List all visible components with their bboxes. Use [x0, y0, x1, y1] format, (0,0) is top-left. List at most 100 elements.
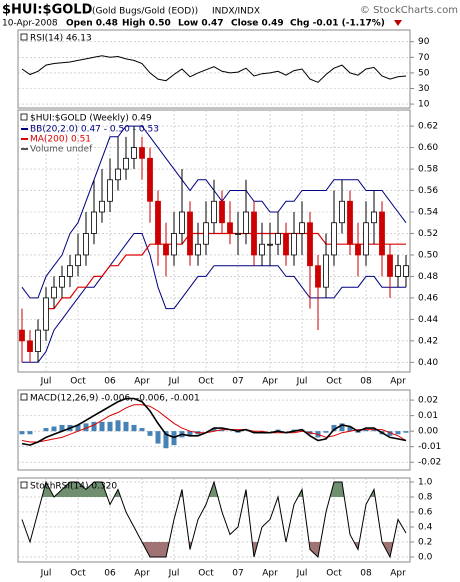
x-tick-label: Jul: [296, 569, 308, 579]
exchange: INDX/INDX: [212, 7, 260, 17]
y-tick-label: 0.44: [418, 315, 438, 325]
candle-body: [227, 222, 233, 234]
y-tick-label: 0.00: [418, 427, 438, 437]
histogram-bar: [91, 421, 97, 432]
legend-label: Volume undef: [30, 145, 93, 155]
credit: © StockCharts.com: [360, 5, 458, 16]
histogram-bar: [395, 431, 401, 435]
y-tick-label: 0.0: [418, 552, 433, 562]
histogram-bar: [187, 431, 193, 436]
histogram-bar: [163, 431, 169, 449]
close: Close 0.49: [231, 19, 284, 29]
candle-body: [331, 222, 337, 256]
macd-line: [21, 397, 407, 446]
y-tick-label: 0.4: [418, 522, 433, 532]
y-tick-label: 30: [418, 84, 430, 94]
security-name: (Gold Bugs/Gold (EOD)): [92, 7, 198, 17]
candle-body: [243, 211, 249, 234]
histogram-bar: [19, 431, 25, 435]
candle-body: [235, 233, 241, 235]
histogram-bar: [155, 431, 161, 444]
legend-swatch: [20, 393, 28, 401]
y-tick-label: 0.58: [418, 165, 438, 175]
panel-title: RSI(14) 46.13: [30, 34, 92, 44]
x-tick-label: 07: [232, 569, 243, 579]
x-tick-label: Jul: [296, 377, 308, 387]
y-tick-label: 0.8: [418, 492, 433, 502]
histogram-bar: [75, 424, 81, 432]
histogram-bar: [219, 429, 225, 432]
histogram-bar: [43, 428, 49, 432]
x-tick-label: 08: [360, 569, 372, 579]
panel-frame: [17, 109, 411, 373]
x-tick-label: Jul: [168, 377, 180, 387]
histogram-bar: [131, 424, 137, 432]
candle-body: [67, 265, 73, 277]
candle-body: [187, 211, 193, 256]
y-tick-label: 0.02: [418, 396, 438, 406]
candle-body: [387, 254, 393, 277]
y-tick-label: 0.50: [418, 250, 438, 260]
candle-body: [107, 179, 113, 202]
candle-body: [395, 265, 401, 277]
y-tick-label: 50: [418, 68, 430, 78]
x-tick-label: Oct: [326, 569, 342, 579]
extreme-fill: [22, 482, 406, 497]
x-tick-label: 06: [104, 377, 116, 387]
y-tick-label: 0.46: [418, 293, 438, 303]
legend-swatch: [20, 33, 28, 41]
histogram-bar: [147, 431, 153, 436]
candle-body: [211, 200, 217, 224]
y-tick-label: 0.60: [418, 143, 438, 153]
date: 10-Apr-2008: [2, 19, 58, 29]
low: Low 0.47: [178, 19, 224, 29]
plot-area: [19, 125, 409, 363]
histogram-bar: [123, 421, 129, 432]
candle-body: [371, 211, 377, 224]
open: Open 0.48: [66, 19, 118, 29]
candle-body: [123, 157, 129, 170]
candle-body: [203, 222, 209, 245]
high: High 0.50: [122, 19, 171, 29]
y-tick-label: 0.42: [418, 336, 438, 346]
indicator-line: [21, 55, 407, 83]
histogram-bar: [387, 431, 393, 436]
x-tick-label: Oct: [198, 377, 214, 387]
candle-body: [59, 276, 65, 288]
y-tick-label: -0.01: [418, 442, 441, 452]
candle-body: [283, 233, 289, 256]
candle-body: [171, 233, 177, 256]
candle-body: [51, 286, 57, 299]
panel-frame: [17, 29, 411, 109]
candle-body: [291, 233, 297, 256]
y-tick-label: 0.62: [418, 122, 438, 132]
candle-body: [307, 222, 313, 267]
candle-body: [91, 211, 97, 234]
candle-body: [315, 265, 321, 288]
y-tick-label: 0.54: [418, 208, 438, 218]
candle-body: [251, 211, 257, 256]
x-tick-label: Jul: [168, 569, 180, 579]
candle-body: [139, 147, 145, 159]
panel-frame: [17, 389, 411, 471]
change: Chg -0.01 (-1.17%): [290, 19, 385, 29]
x-tick-label: Apr: [262, 569, 278, 579]
legend-swatch: [20, 113, 28, 121]
panel-frame: [17, 477, 411, 563]
x-tick-label: 06: [104, 569, 116, 579]
x-tick-label: 08: [360, 377, 372, 387]
histogram-bar: [363, 429, 369, 432]
plot-area: [21, 480, 407, 559]
histogram-bar: [323, 431, 329, 433]
x-tick-label: Oct: [326, 377, 342, 387]
x-tick-label: Oct: [70, 377, 86, 387]
x-tick-label: Oct: [70, 569, 86, 579]
panel-title: StochRSI(14) 0.320: [30, 482, 117, 492]
candle-body: [155, 200, 161, 245]
candle-body: [403, 265, 409, 277]
legend-label: MA(200) 0.51: [30, 135, 91, 145]
candle-body: [347, 200, 353, 245]
plot-area: [19, 397, 409, 449]
candle-body: [115, 168, 121, 181]
histogram-bar: [347, 426, 353, 432]
